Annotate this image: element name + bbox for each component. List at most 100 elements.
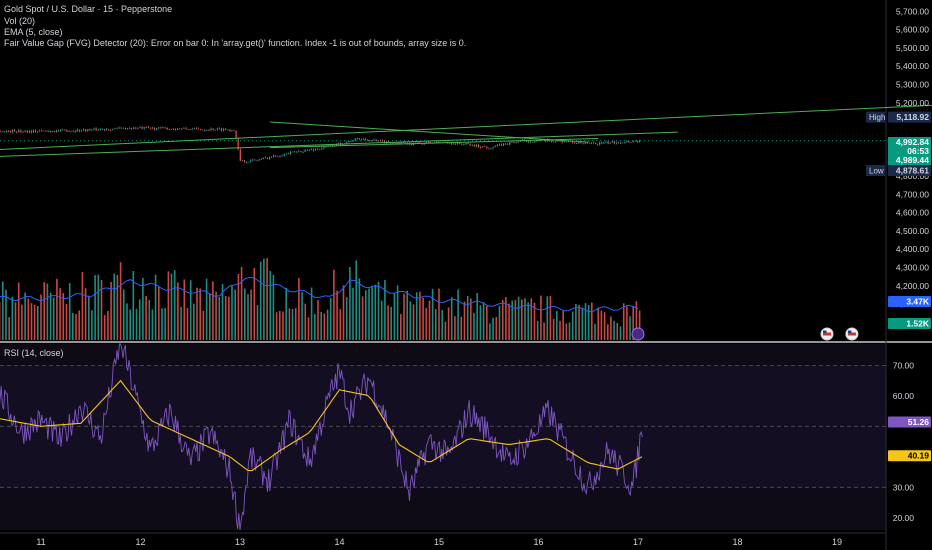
volume-bar: [56, 278, 58, 340]
candle-body: [34, 130, 37, 132]
candle-body: [174, 128, 177, 130]
volume-bar: [161, 308, 163, 340]
candle-body: [484, 146, 486, 148]
candle-body: [55, 130, 57, 132]
candle-body: [32, 130, 34, 133]
symbol-title[interactable]: Gold Spot / U.S. Dollar · 15 · Peppersto…: [4, 4, 173, 14]
time-tick-label: 15: [434, 537, 444, 547]
price-axis[interactable]: 5,700.00 5,600.00 5,500.00 5,400.00 5,300.00…: [866, 6, 931, 523]
volume-bar: [304, 303, 307, 340]
candle-body: [555, 141, 557, 142]
volume-bar: [533, 302, 536, 340]
candle-body: [365, 138, 367, 140]
candle-body: [601, 142, 603, 144]
volume-bar: [107, 310, 109, 340]
volume-bar: [527, 302, 529, 340]
volume-bar: [406, 290, 408, 340]
volume-bar: [237, 274, 240, 340]
volume-bars: [0, 258, 641, 340]
candle-body: [605, 141, 607, 143]
candle-body: [590, 143, 592, 144]
price-tick-label: 5,500.00: [896, 43, 929, 53]
candle-body: [369, 140, 371, 141]
volume-bar: [177, 282, 179, 340]
volume-bar: [30, 303, 33, 340]
candle-body: [578, 141, 580, 144]
candle-body: [526, 140, 528, 142]
vol-indicator-label[interactable]: Vol (20): [4, 16, 36, 26]
candle-body: [14, 130, 16, 132]
candle-body: [465, 143, 467, 145]
price-tick-label: 5,300.00: [896, 80, 929, 90]
volume-bar: [403, 293, 405, 340]
rsi-indicator-label[interactable]: RSI (14, close): [4, 348, 64, 358]
volume-bar: [294, 308, 297, 340]
volume-bar: [549, 296, 552, 340]
rsi-value-value: 51.26: [908, 417, 930, 427]
low-tag: [888, 165, 931, 176]
candle-body: [515, 142, 517, 143]
volume-bar: [132, 271, 135, 340]
candle-body: [18, 130, 20, 133]
candle-body: [208, 130, 210, 131]
volume-bar: [587, 305, 590, 340]
volume-bar: [524, 298, 526, 340]
candle-body: [195, 128, 197, 129]
volume-bar: [68, 283, 71, 340]
volume-bar: [193, 303, 195, 340]
volume-bar: [253, 267, 256, 340]
volume-bar: [454, 316, 456, 340]
candle-body: [83, 129, 85, 131]
fvg-indicator-label[interactable]: Fair Value Gap (FVG) Detector (20): Erro…: [4, 38, 467, 48]
candle-body: [296, 151, 298, 153]
volume-bar: [447, 307, 450, 340]
volume-bar: [2, 281, 4, 340]
candle-body: [371, 140, 373, 141]
volume-bar: [514, 300, 517, 340]
flag-canton: [823, 330, 827, 333]
volume-bar: [556, 310, 558, 340]
price-tick-label: 4,200.00: [896, 281, 929, 291]
volume-bar: [568, 322, 571, 340]
volume-bar: [5, 289, 7, 340]
volume-bar: [240, 266, 243, 340]
volume-bar: [310, 287, 313, 340]
volume-bar: [365, 290, 367, 340]
volume-bar: [441, 310, 443, 340]
candle-body: [120, 127, 122, 129]
candle-body: [486, 146, 488, 149]
candle-body: [183, 127, 185, 129]
candle-body: [93, 128, 95, 130]
trendlines[interactable]: [0, 103, 932, 158]
candle-body: [85, 129, 87, 132]
event-icons[interactable]: [631, 327, 932, 341]
volume-bar: [552, 319, 555, 340]
candle-body: [454, 143, 457, 145]
candle-body: [72, 130, 74, 132]
volume-bar: [473, 312, 475, 340]
time-tick-label: 11: [36, 537, 45, 547]
volume-bar: [619, 326, 622, 340]
candle-body: [137, 127, 139, 129]
candle-body: [191, 128, 193, 130]
candle-body: [628, 141, 630, 142]
ema-indicator-label[interactable]: EMA (5, close): [4, 27, 63, 37]
candle-body: [467, 143, 469, 145]
flag-canton: [847, 330, 852, 333]
price-tick-label: 4,300.00: [896, 263, 929, 273]
candle-body: [87, 129, 89, 132]
candle-body: [78, 129, 80, 132]
candle-body: [580, 141, 582, 143]
candle-body: [289, 151, 291, 154]
candle-body: [126, 128, 129, 130]
last-price-value: 4,992.84: [896, 137, 929, 147]
candle-body: [603, 142, 605, 144]
lightning-event-icon: [631, 327, 645, 341]
volume-ma-line: [0, 276, 639, 313]
candle-body: [312, 149, 314, 151]
candle-body: [5, 131, 7, 132]
candle-body: [392, 142, 394, 144]
time-axis[interactable]: 1112131415161718192021: [36, 537, 932, 547]
candle-body: [193, 128, 195, 129]
